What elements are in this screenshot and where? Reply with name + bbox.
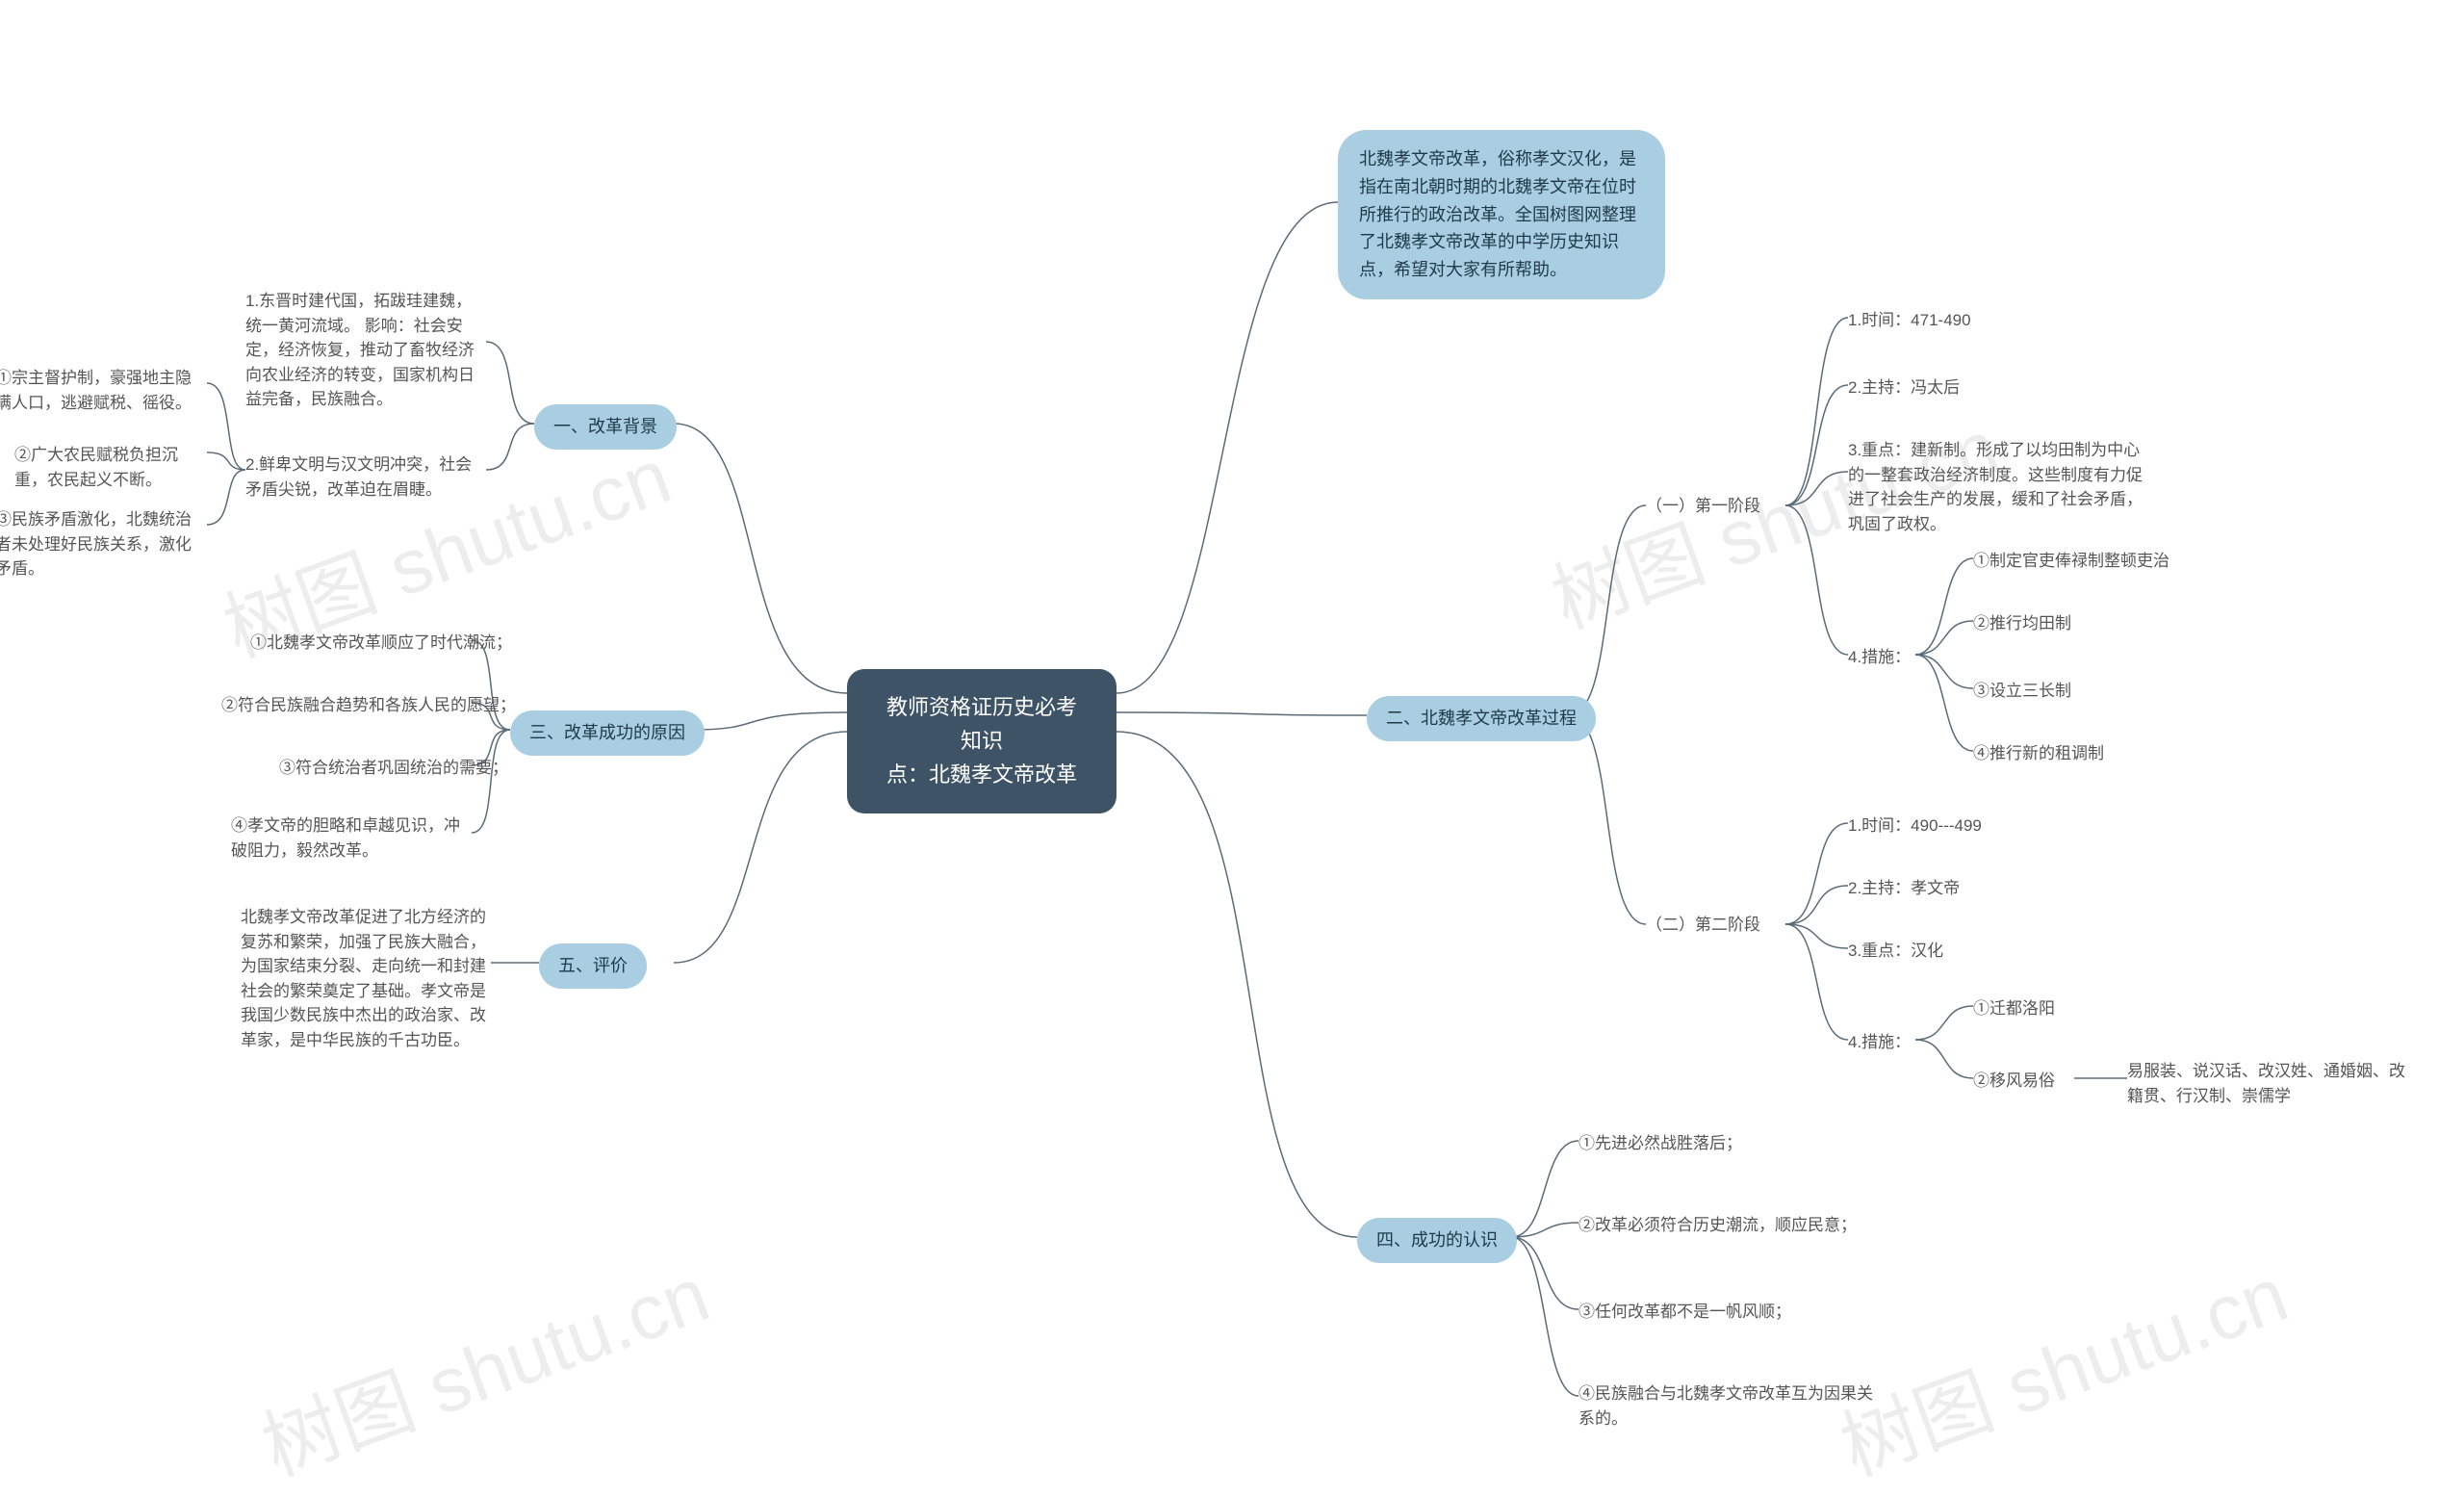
s1-p2-sub1: ①宗主督护制，豪强地主隐瞒人口，逃避赋税、徭役。 bbox=[0, 366, 207, 415]
s1-p2-sub3: ③民族矛盾激化，北魏统治者未处理好民族关系，激化矛盾。 bbox=[0, 507, 207, 581]
s2-p2-m1: ①迁都洛阳 bbox=[1973, 996, 2055, 1021]
root-title-l2: 点：北魏孝文帝改革 bbox=[886, 762, 1077, 787]
s2-phase2-title: （二）第二阶段 bbox=[1646, 913, 1760, 938]
s2-p1-t4: 4.措施： bbox=[1848, 645, 1911, 670]
s2-p1-t3: 3.重点：建新制。形成了以均田制为中心的一整套政治经济制度。这些制度有力促进了社… bbox=[1848, 438, 2156, 536]
s2-p1-m2: ②推行均田制 bbox=[1973, 611, 2071, 636]
root-title-l1: 教师资格证历史必考知识 bbox=[886, 695, 1077, 753]
s3-p3: ③符合统治者巩固统治的需要； bbox=[279, 756, 508, 781]
s2-p1-m4: ④推行新的租调制 bbox=[1973, 741, 2104, 766]
s5-text: 北魏孝文帝改革促进了北方经济的复苏和繁荣，加强了民族大融合，为国家结束分裂、走向… bbox=[241, 905, 491, 1052]
s1-p2: 2.鲜卑文明与汉文明冲突，社会矛盾尖锐，改革迫在眉睫。 bbox=[245, 452, 486, 502]
s4-title: 四、成功的认识 bbox=[1357, 1218, 1517, 1263]
s2-title: 二、北魏孝文帝改革过程 bbox=[1367, 696, 1596, 741]
s2-p1-m1: ①制定官吏俸禄制整顿吏治 bbox=[1973, 549, 2169, 574]
s4-p4: ④民族融合与北魏孝文帝改革互为因果关系的。 bbox=[1578, 1381, 1877, 1431]
s2-phase1-title: （一）第一阶段 bbox=[1646, 494, 1760, 519]
s3-p1: ①北魏孝文帝改革顺应了时代潮流； bbox=[250, 631, 512, 656]
s2-p2-t2: 2.主持：孝文帝 bbox=[1848, 876, 1960, 901]
s2-p1-t2: 2.主持：冯太后 bbox=[1848, 375, 1960, 400]
watermark: 树图 shutu.cn bbox=[245, 1233, 722, 1497]
s2-p2-t4: 4.措施： bbox=[1848, 1030, 1911, 1055]
s1-p2-sub2: ②广大农民赋税负担沉重，农民起义不断。 bbox=[14, 443, 207, 492]
s2-p2-m2: ②移风易俗 bbox=[1973, 1069, 2055, 1094]
s2-p1-t1: 1.时间：471-490 bbox=[1848, 308, 1971, 333]
intro-node: 北魏孝文帝改革，俗称孝文汉化，是指在南北朝时期的北魏孝文帝在位时所推行的政治改革… bbox=[1338, 130, 1665, 299]
s2-p2-m2-detail: 易服装、说汉话、改汉姓、通婚姻、改籍贯、行汉制、崇儒学 bbox=[2127, 1059, 2406, 1108]
watermark: 树图 shutu.cn bbox=[1824, 1233, 2300, 1497]
s2-p2-t3: 3.重点：汉化 bbox=[1848, 939, 1943, 964]
s2-p2-t1: 1.时间：490---499 bbox=[1848, 813, 1982, 839]
root-node: 教师资格证历史必考知识 点：北魏孝文帝改革 bbox=[847, 669, 1116, 813]
connector-layer bbox=[0, 0, 2464, 1455]
s1-p1: 1.东晋时建代国，拓跋珪建魏，统一黄河流域。 影响：社会安定，经济恢复，推动了畜… bbox=[245, 289, 486, 412]
s5-title: 五、评价 bbox=[539, 943, 647, 989]
s1-title: 一、改革背景 bbox=[534, 404, 677, 450]
s4-p3: ③任何改革都不是一帆风顺； bbox=[1578, 1300, 1791, 1325]
s3-p2: ②符合民族融合趋势和各族人民的愿望； bbox=[221, 693, 516, 718]
s2-p1-m3: ③设立三长制 bbox=[1973, 679, 2071, 704]
s3-title: 三、改革成功的原因 bbox=[510, 710, 705, 756]
s4-p1: ①先进必然战胜落后； bbox=[1578, 1131, 1742, 1156]
s3-p4: ④孝文帝的胆略和卓越见识，冲破阻力，毅然改革。 bbox=[231, 813, 472, 863]
s4-p2: ②改革必须符合历史潮流，顺应民意； bbox=[1578, 1213, 1857, 1238]
